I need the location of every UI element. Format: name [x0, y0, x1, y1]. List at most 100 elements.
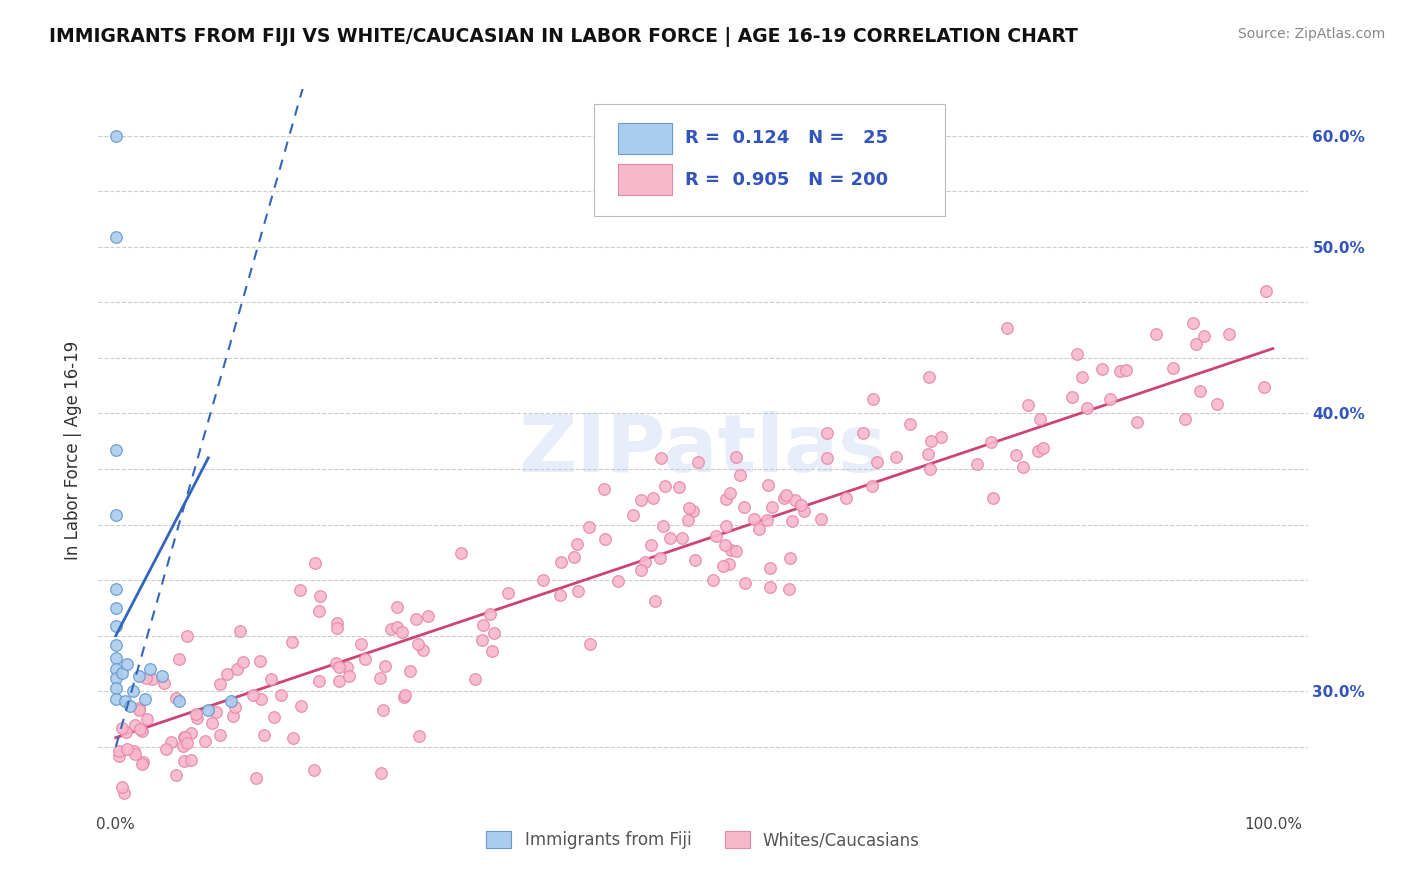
- Point: [108, 744, 131, 758]
- Point: [783, 493, 806, 508]
- Point: [607, 574, 630, 588]
- Point: [1115, 362, 1137, 376]
- Point: [966, 458, 988, 472]
- Point: [104, 619, 127, 633]
- Point: [702, 573, 724, 587]
- Y-axis label: In Labor Force | Age 16-19: In Labor Force | Age 16-19: [65, 341, 83, 560]
- Point: [884, 450, 907, 464]
- Point: [374, 659, 396, 673]
- Point: [1026, 443, 1049, 458]
- Point: [567, 583, 589, 598]
- Point: [479, 607, 502, 621]
- Point: [104, 128, 127, 143]
- Point: [141, 672, 163, 686]
- Point: [593, 482, 616, 496]
- Text: IMMIGRANTS FROM FIJI VS WHITE/CAUCASIAN IN LABOR FORCE | AGE 16-19 CORRELATION C: IMMIGRANTS FROM FIJI VS WHITE/CAUCASIAN …: [49, 27, 1078, 46]
- Point: [186, 707, 208, 722]
- Point: [758, 561, 780, 575]
- Point: [153, 676, 176, 690]
- Point: [169, 693, 191, 707]
- Point: [131, 724, 153, 739]
- Point: [1098, 392, 1121, 406]
- Point: [134, 691, 156, 706]
- Point: [920, 434, 942, 449]
- Point: [128, 669, 150, 683]
- Point: [226, 662, 249, 676]
- Point: [548, 588, 571, 602]
- Point: [104, 662, 127, 676]
- Point: [761, 500, 783, 515]
- Point: [111, 721, 134, 735]
- Point: [104, 230, 127, 244]
- Point: [180, 725, 202, 739]
- Point: [650, 551, 672, 566]
- Point: [117, 742, 139, 756]
- Point: [531, 573, 554, 587]
- Point: [793, 504, 815, 518]
- Point: [1066, 347, 1088, 361]
- Point: [263, 709, 285, 723]
- Point: [1194, 329, 1216, 343]
- Point: [104, 651, 127, 665]
- Point: [579, 637, 602, 651]
- Point: [150, 669, 173, 683]
- Point: [562, 549, 585, 564]
- Point: [756, 477, 779, 491]
- Point: [128, 701, 150, 715]
- Point: [671, 531, 693, 545]
- Point: [650, 450, 672, 465]
- Point: [704, 529, 727, 543]
- Point: [1062, 391, 1084, 405]
- Point: [104, 638, 127, 652]
- Point: [354, 652, 377, 666]
- Point: [394, 688, 416, 702]
- Point: [104, 508, 127, 523]
- Point: [117, 657, 139, 671]
- Point: [118, 699, 141, 714]
- Point: [1109, 364, 1132, 378]
- Point: [280, 634, 302, 648]
- Point: [122, 744, 145, 758]
- Point: [173, 754, 195, 768]
- Point: [205, 705, 228, 719]
- Point: [172, 739, 194, 753]
- Point: [1091, 362, 1114, 376]
- Point: [221, 693, 243, 707]
- Point: [917, 369, 939, 384]
- Point: [180, 753, 202, 767]
- Point: [644, 594, 666, 608]
- Point: [1144, 326, 1167, 341]
- Point: [194, 733, 217, 747]
- Text: Source: ZipAtlas.com: Source: ZipAtlas.com: [1237, 27, 1385, 41]
- Point: [578, 519, 600, 533]
- Point: [720, 543, 742, 558]
- Point: [1205, 397, 1227, 411]
- Point: [325, 656, 347, 670]
- Point: [108, 749, 131, 764]
- Text: ZIPatlas: ZIPatlas: [519, 411, 887, 490]
- Point: [328, 673, 350, 688]
- Point: [775, 487, 797, 501]
- Point: [288, 583, 311, 598]
- Point: [368, 671, 391, 685]
- Point: [387, 599, 409, 614]
- Point: [104, 601, 127, 615]
- Point: [104, 443, 127, 458]
- Point: [898, 417, 921, 432]
- Point: [756, 514, 779, 528]
- Point: [242, 688, 264, 702]
- Point: [124, 747, 146, 762]
- Point: [326, 615, 349, 630]
- Point: [131, 756, 153, 771]
- Point: [728, 467, 751, 482]
- Point: [981, 491, 1004, 505]
- Point: [391, 625, 413, 640]
- Point: [135, 671, 157, 685]
- Point: [865, 455, 887, 469]
- Point: [222, 708, 245, 723]
- Point: [250, 692, 273, 706]
- Point: [128, 722, 150, 736]
- Point: [111, 780, 134, 794]
- Point: [249, 654, 271, 668]
- Point: [1161, 360, 1184, 375]
